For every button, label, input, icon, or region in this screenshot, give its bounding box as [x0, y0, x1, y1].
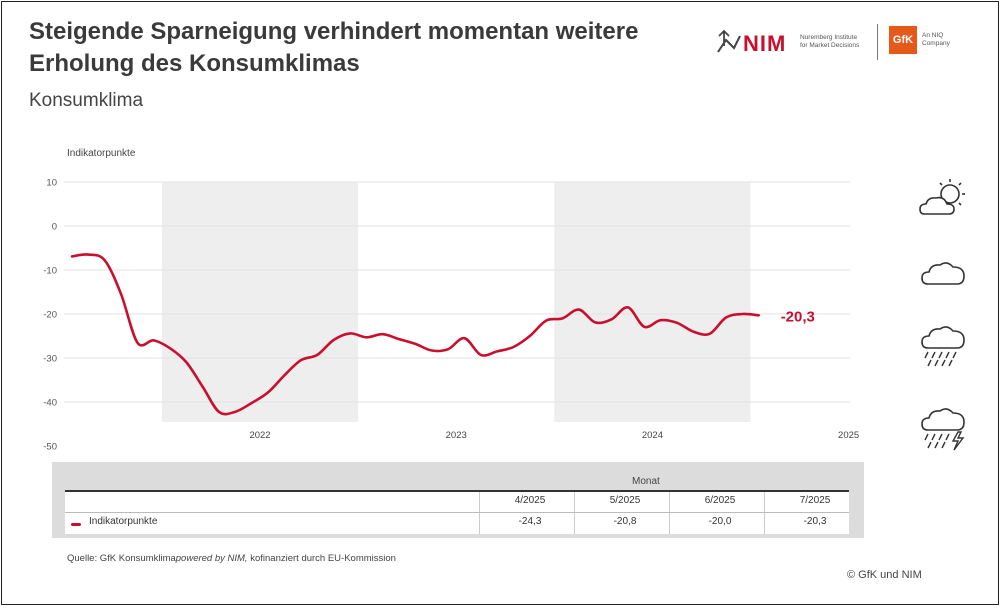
- y-tick-label: 0: [52, 222, 57, 233]
- title-line-2: Erholung des Konsumklimas: [29, 50, 360, 77]
- logo-divider: [877, 24, 878, 60]
- table-month-header: Monat: [632, 476, 660, 487]
- data-table: Monat 4/2025 5/2025 6/2025 7/2025 Indika…: [52, 462, 864, 538]
- y-tick-label: -40: [43, 398, 57, 409]
- nim-logo-text: NIM: [743, 31, 787, 56]
- rain-cloud-icon: [921, 326, 965, 367]
- x-year-label: 2023: [446, 430, 467, 441]
- gfk-logo: GfK: [889, 26, 917, 54]
- page-subtitle: Konsumklima: [29, 90, 144, 111]
- x-year-label: 2025: [838, 430, 859, 441]
- column-divider: [479, 492, 480, 534]
- column-divider: [669, 492, 670, 534]
- column-header: 7/2025: [799, 495, 831, 506]
- legend-line-marker: [71, 523, 81, 526]
- nim-logo: NIM Nuremberg Institute for Market Decis…: [716, 28, 859, 60]
- source-note: Quelle: GfK Konsumklimapowered by NIM, k…: [67, 553, 396, 564]
- gfk-logo-subtitle: An NIQ Company: [922, 32, 950, 47]
- column-header: 5/2025: [609, 495, 641, 506]
- copyright: © GfK und NIM: [847, 569, 922, 581]
- nim-arrow-icon: [717, 29, 741, 53]
- column-header: 4/2025: [514, 495, 546, 506]
- y-tick-label: -50: [43, 442, 57, 453]
- x-year-label: 2024: [642, 430, 663, 441]
- table-cell: -20,3: [803, 516, 827, 527]
- cloud-icon: [921, 262, 965, 285]
- year-band-2024: [554, 182, 751, 422]
- column-header: 6/2025: [704, 495, 736, 506]
- table-row: Indikatorpunkte -24,3 -20,8 -20,0 -20,3: [65, 513, 849, 533]
- y-tick-label: 10: [46, 178, 57, 189]
- page-title: Steigende Sparneigung verhindert momenta…: [29, 16, 669, 80]
- end-value-label: -20,3: [781, 308, 815, 325]
- y-tick-label: -10: [43, 266, 57, 277]
- table-body: 4/2025 5/2025 6/2025 7/2025 Indikatorpun…: [65, 490, 849, 534]
- table-cell: -20,8: [613, 516, 637, 527]
- column-divider: [574, 492, 575, 534]
- table-cell: -20,0: [708, 516, 732, 527]
- table-cell: -24,3: [518, 516, 542, 527]
- table-header-row: 4/2025 5/2025 6/2025 7/2025: [65, 492, 849, 513]
- y-tick-label: -30: [43, 354, 57, 365]
- y-tick-label: -20: [43, 310, 57, 321]
- thunderstorm-icon: [921, 408, 965, 451]
- nim-logo-subtitle: Nuremberg Institute for Market Decisions: [800, 34, 860, 49]
- sunny-cloud-icon: [919, 179, 965, 215]
- row-label: Indikatorpunkte: [89, 516, 158, 527]
- column-divider: [764, 492, 765, 534]
- series-line-Indikatorpunkte: [70, 253, 760, 416]
- x-year-label: 2022: [249, 430, 270, 441]
- title-line-1: Steigende Sparneigung verhindert momenta…: [29, 18, 639, 45]
- y-axis-label: Indikatorpunkte: [67, 148, 136, 159]
- year-band-2022: [161, 182, 359, 422]
